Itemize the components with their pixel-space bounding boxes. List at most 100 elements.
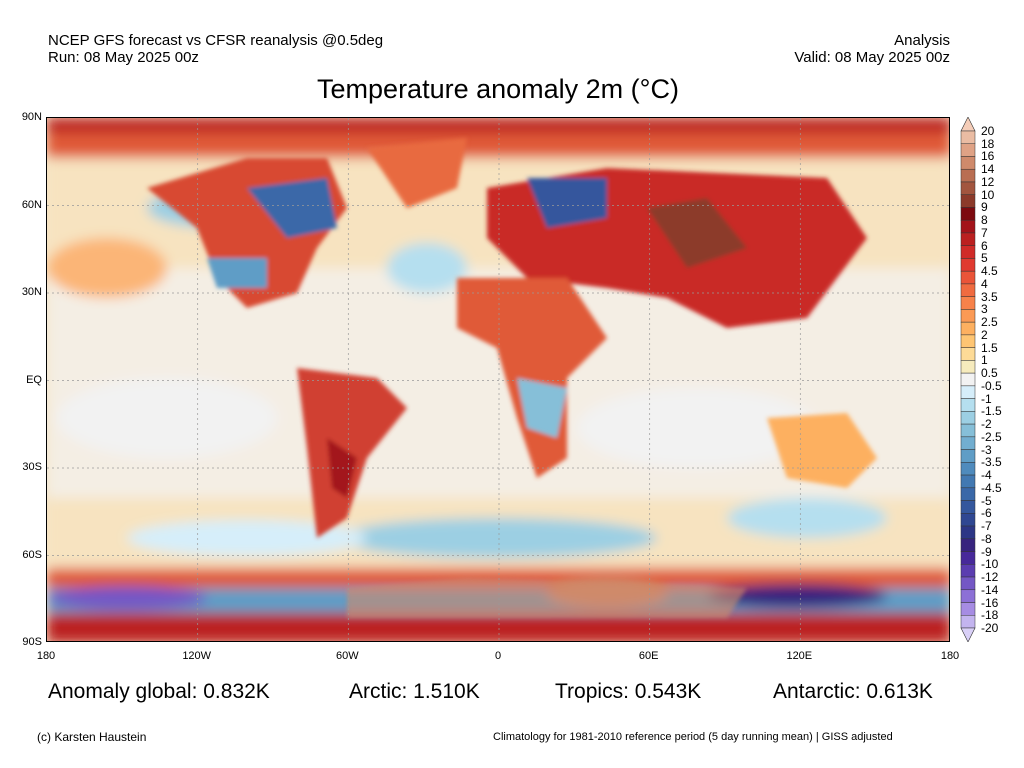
- colorbar-label: 10: [981, 187, 995, 202]
- colorbar-label: 0.5: [981, 366, 998, 381]
- colorbar-label: -18: [981, 608, 999, 623]
- colorbar-segment: [960, 334, 976, 348]
- colorbar: [960, 117, 976, 642]
- colorbar-segment: [960, 270, 976, 285]
- lon-label: 120W: [182, 650, 212, 662]
- colorbar-label: 2.5: [981, 315, 998, 330]
- colorbar-segment: [960, 423, 976, 438]
- colorbar-segment: [960, 219, 976, 234]
- colorbar-segment: [960, 372, 976, 387]
- lat-label: EQ: [26, 373, 42, 386]
- colorbar-segment: [960, 347, 976, 361]
- colorbar-label: -12: [981, 570, 999, 585]
- colorbar-segment: [960, 168, 976, 183]
- colorbar-label: -7: [981, 519, 992, 534]
- colorbar-label: 7: [981, 225, 988, 240]
- colorbar-label: 16: [981, 149, 995, 164]
- colorbar-label: -8: [981, 531, 992, 546]
- colorbar-segment: [960, 130, 976, 144]
- colorbar-label: -20: [981, 621, 999, 635]
- colorbar-segment: [960, 513, 976, 527]
- colorbar-label: -5: [981, 493, 992, 508]
- tropics-anomaly: Tropics: 0.543K: [555, 680, 702, 703]
- colorbar-segment: [960, 615, 976, 629]
- colorbar-segment: [960, 474, 976, 489]
- colorbar-label: -0.5: [981, 378, 1002, 393]
- lat-label: 30N: [21, 286, 42, 298]
- colorbar-segment: [960, 551, 976, 565]
- climatology-note: Climatology for 1981-2010 reference peri…: [493, 731, 893, 743]
- colorbar-segment: [960, 525, 976, 540]
- colorbar-segment: [960, 500, 976, 514]
- colorbar-label: 2: [981, 327, 988, 342]
- colorbar-label: -10: [981, 557, 999, 572]
- colorbar-label: 20: [981, 124, 995, 138]
- colorbar-segment: [960, 436, 976, 450]
- colorbar-segment: [960, 309, 976, 323]
- colorbar-label: -3: [981, 442, 992, 457]
- model-description: NCEP GFS forecast vs CFSR reanalysis @0.…: [48, 32, 384, 49]
- colorbar-segment: [960, 487, 976, 501]
- map-title: Temperature anomaly 2m (°C): [317, 74, 679, 104]
- analysis-label: Analysis: [894, 32, 950, 49]
- colorbar-segment: [960, 194, 976, 208]
- temperature-anomaly-map: [46, 117, 950, 642]
- colorbar-label: 4: [981, 276, 988, 291]
- colorbar-segment: [960, 462, 976, 476]
- valid-time: Valid: 08 May 2025 00z: [794, 49, 950, 66]
- colorbar-label: -1.5: [981, 404, 1002, 419]
- colorbar-label: 1: [981, 353, 988, 368]
- lon-label: 180: [940, 650, 960, 662]
- lon-label: 60W: [335, 650, 359, 662]
- colorbar-label: 9: [981, 200, 988, 215]
- colorbar-label: -6: [981, 506, 992, 521]
- colorbar-label: 5: [981, 251, 988, 266]
- colorbar-label: 3: [981, 302, 988, 317]
- colorbar-label: 3.5: [981, 289, 998, 304]
- colorbar-segment: [960, 143, 976, 157]
- colorbar-segment: [960, 385, 976, 399]
- colorbar-segment: [960, 360, 976, 374]
- colorbar-label: 1.5: [981, 340, 998, 355]
- colorbar-segment: [960, 576, 976, 591]
- colorbar-segment: [960, 283, 976, 297]
- colorbar-segment: [960, 245, 976, 259]
- colorbar-segment: [960, 538, 976, 552]
- lat-label: 90N: [21, 111, 42, 123]
- colorbar-label: 4.5: [981, 264, 998, 279]
- lon-label: 60E: [638, 650, 659, 662]
- anomaly-field: [47, 118, 949, 641]
- colorbar-label: -2.5: [981, 429, 1002, 444]
- colorbar-label: 12: [981, 174, 995, 189]
- lat-label: 90S: [22, 636, 42, 648]
- colorbar-segment: [960, 411, 976, 425]
- colorbar-segment: [960, 589, 976, 603]
- lat-label: 60N: [21, 198, 42, 211]
- colorbar-segment: [960, 398, 976, 412]
- colorbar-bottom-arrow: [960, 627, 976, 642]
- colorbar-segment: [960, 181, 976, 195]
- colorbar-segment: [960, 207, 976, 221]
- colorbar-segment: [960, 449, 976, 463]
- graticule: [47, 118, 949, 641]
- colorbar-label: -1: [981, 391, 992, 406]
- colorbar-segment: [960, 232, 976, 246]
- colorbar-label: -9: [981, 544, 992, 559]
- colorbar-label: 8: [981, 213, 988, 228]
- arctic-anomaly: Arctic: 1.510K: [349, 680, 480, 703]
- lon-label: 0: [494, 650, 502, 662]
- colorbar-label: 18: [981, 136, 995, 151]
- colorbar-segment: [960, 602, 976, 616]
- colorbar-label: -4: [981, 468, 992, 483]
- colorbar-segment: [960, 156, 976, 170]
- lon-label: 180: [36, 650, 56, 662]
- credit: (c) Karsten Haustein: [37, 730, 147, 744]
- lon-label: 120E: [786, 650, 813, 662]
- colorbar-label: 14: [981, 162, 995, 177]
- colorbar-top-arrow: [960, 117, 976, 132]
- colorbar-segment: [960, 321, 976, 336]
- run-time: Run: 08 May 2025 00z: [48, 49, 199, 66]
- colorbar-segment: [960, 296, 976, 310]
- colorbar-label: -3.5: [981, 455, 1002, 470]
- global-anomaly: Anomaly global: 0.832K: [48, 680, 270, 703]
